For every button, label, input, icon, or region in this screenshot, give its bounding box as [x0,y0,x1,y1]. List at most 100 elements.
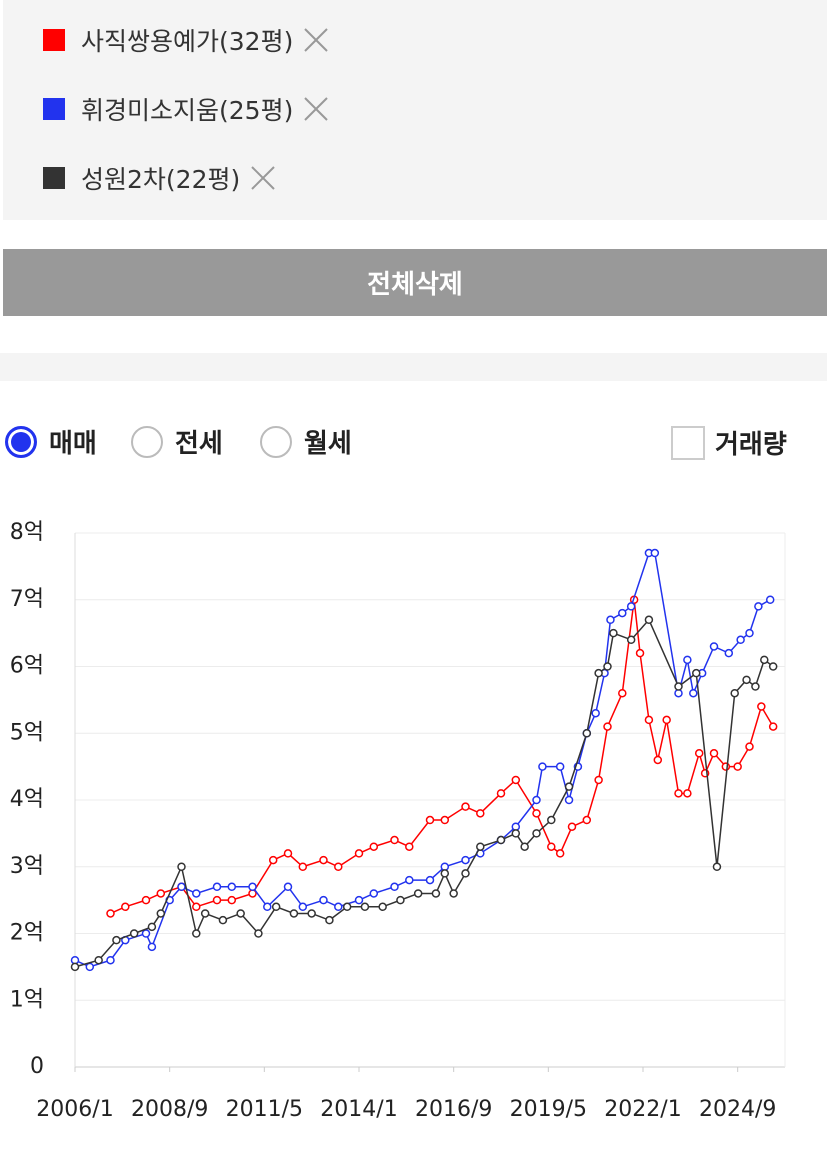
data-point [760,655,769,665]
remove-icon[interactable] [301,25,331,55]
data-point [547,842,556,851]
data-point [334,862,343,871]
data-point [629,595,639,604]
data-point [227,882,237,892]
data-point [694,749,704,758]
data-point [697,668,707,678]
data-point [354,895,364,905]
data-point [662,715,671,725]
data-point [121,902,130,912]
y-tick-label: 6억 [10,654,44,679]
checkbox[interactable] [671,425,705,460]
data-point [689,688,698,698]
delete-all-button[interactable]: 전체삭제 [3,249,827,316]
data-point [600,668,609,678]
remove-icon[interactable] [248,163,278,193]
data-point [594,668,603,678]
data-point [112,935,121,945]
data-point [511,822,521,831]
data-point [683,789,692,798]
radio-label: 월세 [304,429,352,459]
legend-label: 사직쌍용예가(32평) [81,27,294,56]
data-point [476,849,485,858]
data-point [511,829,521,838]
data-point [476,809,485,818]
data-point [319,855,328,865]
radio-button[interactable] [131,425,163,458]
data-point [653,755,663,765]
data-point [106,955,115,965]
radio-option[interactable]: 전세 [131,423,223,460]
data-point [369,842,379,851]
data-point [440,862,450,871]
data-point [538,762,547,771]
x-tick-label: 2024/9 [699,1097,776,1122]
data-point [644,715,654,725]
data-point [709,749,719,758]
y-tick-label: 5억 [10,720,44,745]
data-point [298,862,308,871]
data-point [709,642,719,651]
y-tick-label: 7억 [10,587,44,612]
data-point [319,895,328,905]
data-point [218,915,228,925]
radio-option[interactable]: 매매 [5,423,97,460]
legend-swatch [43,29,65,51]
data-point [390,882,399,892]
data-point [248,889,257,898]
data-point [609,628,618,638]
data-point [192,929,201,938]
data-point [254,929,263,938]
data-point [692,668,701,678]
data-point [582,815,592,825]
data-point [147,922,157,932]
radio-button[interactable] [5,425,37,458]
data-point [192,902,201,912]
radio-label: 매매 [49,429,97,459]
data-point [106,909,115,918]
data-point [289,909,299,918]
data-point [177,882,186,892]
data-point [511,775,521,785]
data-point [129,929,139,938]
remove-icon[interactable] [301,94,331,124]
data-point [555,849,565,858]
data-point [227,895,237,905]
x-tick-label: 2016/9 [415,1097,492,1122]
data-point [165,895,174,905]
data-point [754,602,763,611]
data-point [298,902,308,912]
series-line [74,618,774,968]
data-point [603,722,612,731]
data-point [307,909,316,918]
data-point [325,915,334,925]
data-point [606,615,615,625]
data-point [236,909,245,918]
data-point [200,909,210,918]
radio-label: 전세 [175,429,223,459]
legend-label: 휘경미소지움(25평) [81,96,294,125]
data-point [360,902,370,912]
x-tick-label: 2014/1 [320,1097,397,1122]
volume-checkbox[interactable]: 거래량 [671,424,787,461]
data-point [555,762,565,771]
data-point [768,662,778,671]
x-tick-label: 2019/5 [510,1097,587,1122]
data-point [334,902,343,912]
data-point [644,615,654,625]
legend-item: 휘경미소지움(25평) [43,89,331,129]
data-point [496,835,506,845]
data-point [177,862,186,871]
data-point [156,889,166,898]
legend-label: 성원2차(22평) [81,165,241,194]
data-point [674,789,683,798]
data-point [271,902,281,912]
radio-option[interactable]: 월세 [260,423,352,460]
data-point [674,688,683,698]
y-tick-label: 3억 [10,854,44,879]
data-point [425,815,435,825]
data-point [440,869,450,878]
radio-button[interactable] [260,425,292,458]
data-point [449,889,458,898]
